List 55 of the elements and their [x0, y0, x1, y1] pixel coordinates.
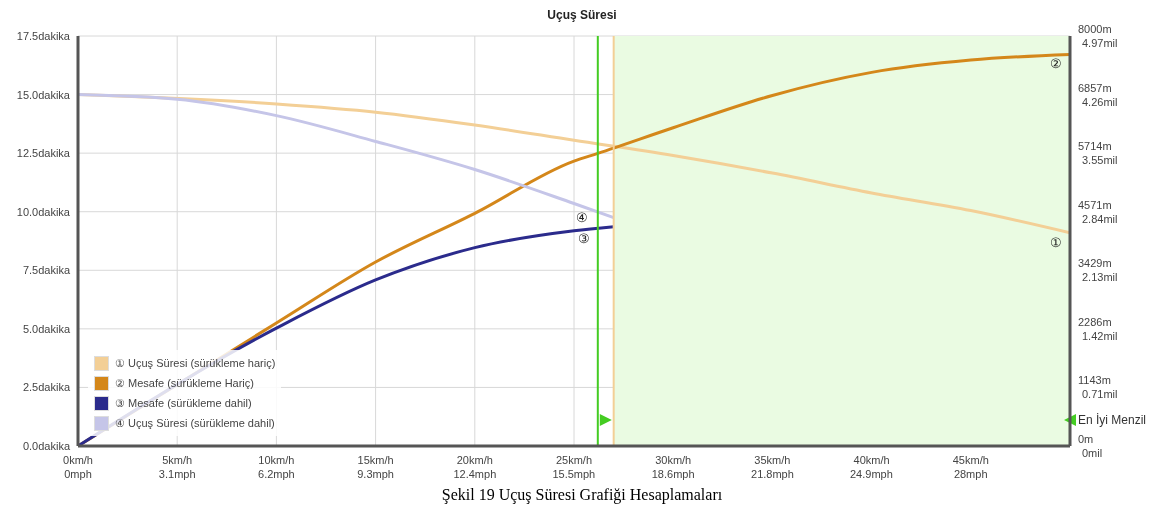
x-tick-label: 10km/h: [258, 454, 295, 466]
y-tick-label: 10.0dakika: [16, 205, 71, 218]
x-tick-label: 20km/h: [456, 454, 493, 466]
y2-tick-label: 3429m: [1078, 257, 1112, 270]
y-tick-label: 15.0dakika: [16, 88, 71, 101]
legend-label: ③ Mesafe (sürükleme dahil): [115, 396, 252, 410]
x-tick-label: 5km/h: [162, 454, 193, 466]
legend-label: ① Uçuş Süresi (sürükleme hariç): [115, 356, 276, 370]
legend-label: ② Mesafe (sürükleme Hariç): [115, 376, 254, 390]
x-tick-label: 35km/h: [754, 454, 791, 466]
y2-tick-label: 5714m: [1078, 140, 1112, 153]
y2-tick-label: 1143m: [1078, 374, 1111, 387]
x2-tick-label: 18.6mph: [651, 468, 695, 480]
x2-tick-label: 21.8mph: [751, 468, 794, 480]
x2-tick-label: 0mph: [64, 468, 92, 480]
x2-tick-label: 12.4mph: [453, 468, 497, 480]
y3-tick-label: 2.13mil: [1082, 271, 1118, 284]
annotation: ④: [575, 209, 588, 225]
x2-tick-label: 3.1mph: [158, 468, 196, 480]
annotation: ③: [577, 230, 590, 246]
x-tick-label: 0km/h: [63, 454, 93, 466]
y-tick-label: 7.5dakika: [22, 264, 71, 277]
x2-tick-label: 28mph: [953, 468, 988, 480]
y3-tick-label: 1.42mil: [1082, 329, 1118, 342]
x-tick-label: 45km/h: [952, 454, 989, 466]
x-tick-label: 15km/h: [357, 454, 394, 466]
x-tick-label: 40km/h: [853, 454, 890, 466]
y3-tick-label: 4.97mil: [1082, 37, 1118, 49]
y2-tick-label: 0m: [1078, 433, 1094, 445]
y3-tick-label: 4.26mil: [1082, 95, 1118, 108]
annotation: ①: [1050, 234, 1062, 250]
y-tick-label: 5.0dakika: [22, 322, 71, 335]
y3-tick-label: 0mil: [1082, 447, 1103, 459]
x-tick-label: 25km/h: [555, 454, 593, 466]
legend-label: ④ Uçuş Süresi (sürükleme dahil): [115, 416, 275, 430]
x2-tick-label: 15.5mph: [552, 468, 596, 480]
y2-tick-label: 8000m: [1078, 23, 1112, 35]
y2-tick-label: 2286m: [1078, 315, 1112, 328]
y2-tick-label: 6857m: [1078, 81, 1112, 94]
y-tick-label: 0.0dakika: [22, 440, 71, 452]
y-tick-label: 17.5dakika: [16, 30, 71, 42]
x-tick-label: 30km/h: [655, 454, 692, 466]
x2-tick-label: 9.3mph: [357, 468, 394, 480]
y3-tick-label: 2.84mil: [1082, 212, 1118, 225]
y-tick-label: 2.5dakika: [22, 381, 71, 394]
y3-tick-label: 0.71mil: [1082, 388, 1118, 401]
x2-tick-label: 6.2mph: [258, 468, 295, 480]
x2-tick-label: 24.9mph: [850, 468, 893, 480]
y-tick-label: 12.5dakika: [16, 147, 71, 160]
text: Şekil 19 Uçuş Süresi Grafiği Hesaplamaları: [440, 486, 724, 504]
y3-tick-label: 3.55mil: [1082, 154, 1118, 167]
chart-title: Uçuş Süresi: [546, 8, 618, 24]
band-label: En İyi Menzil: [1078, 413, 1147, 427]
y2-tick-label: 4571m: [1078, 198, 1112, 211]
annotation: ②: [1050, 56, 1062, 72]
